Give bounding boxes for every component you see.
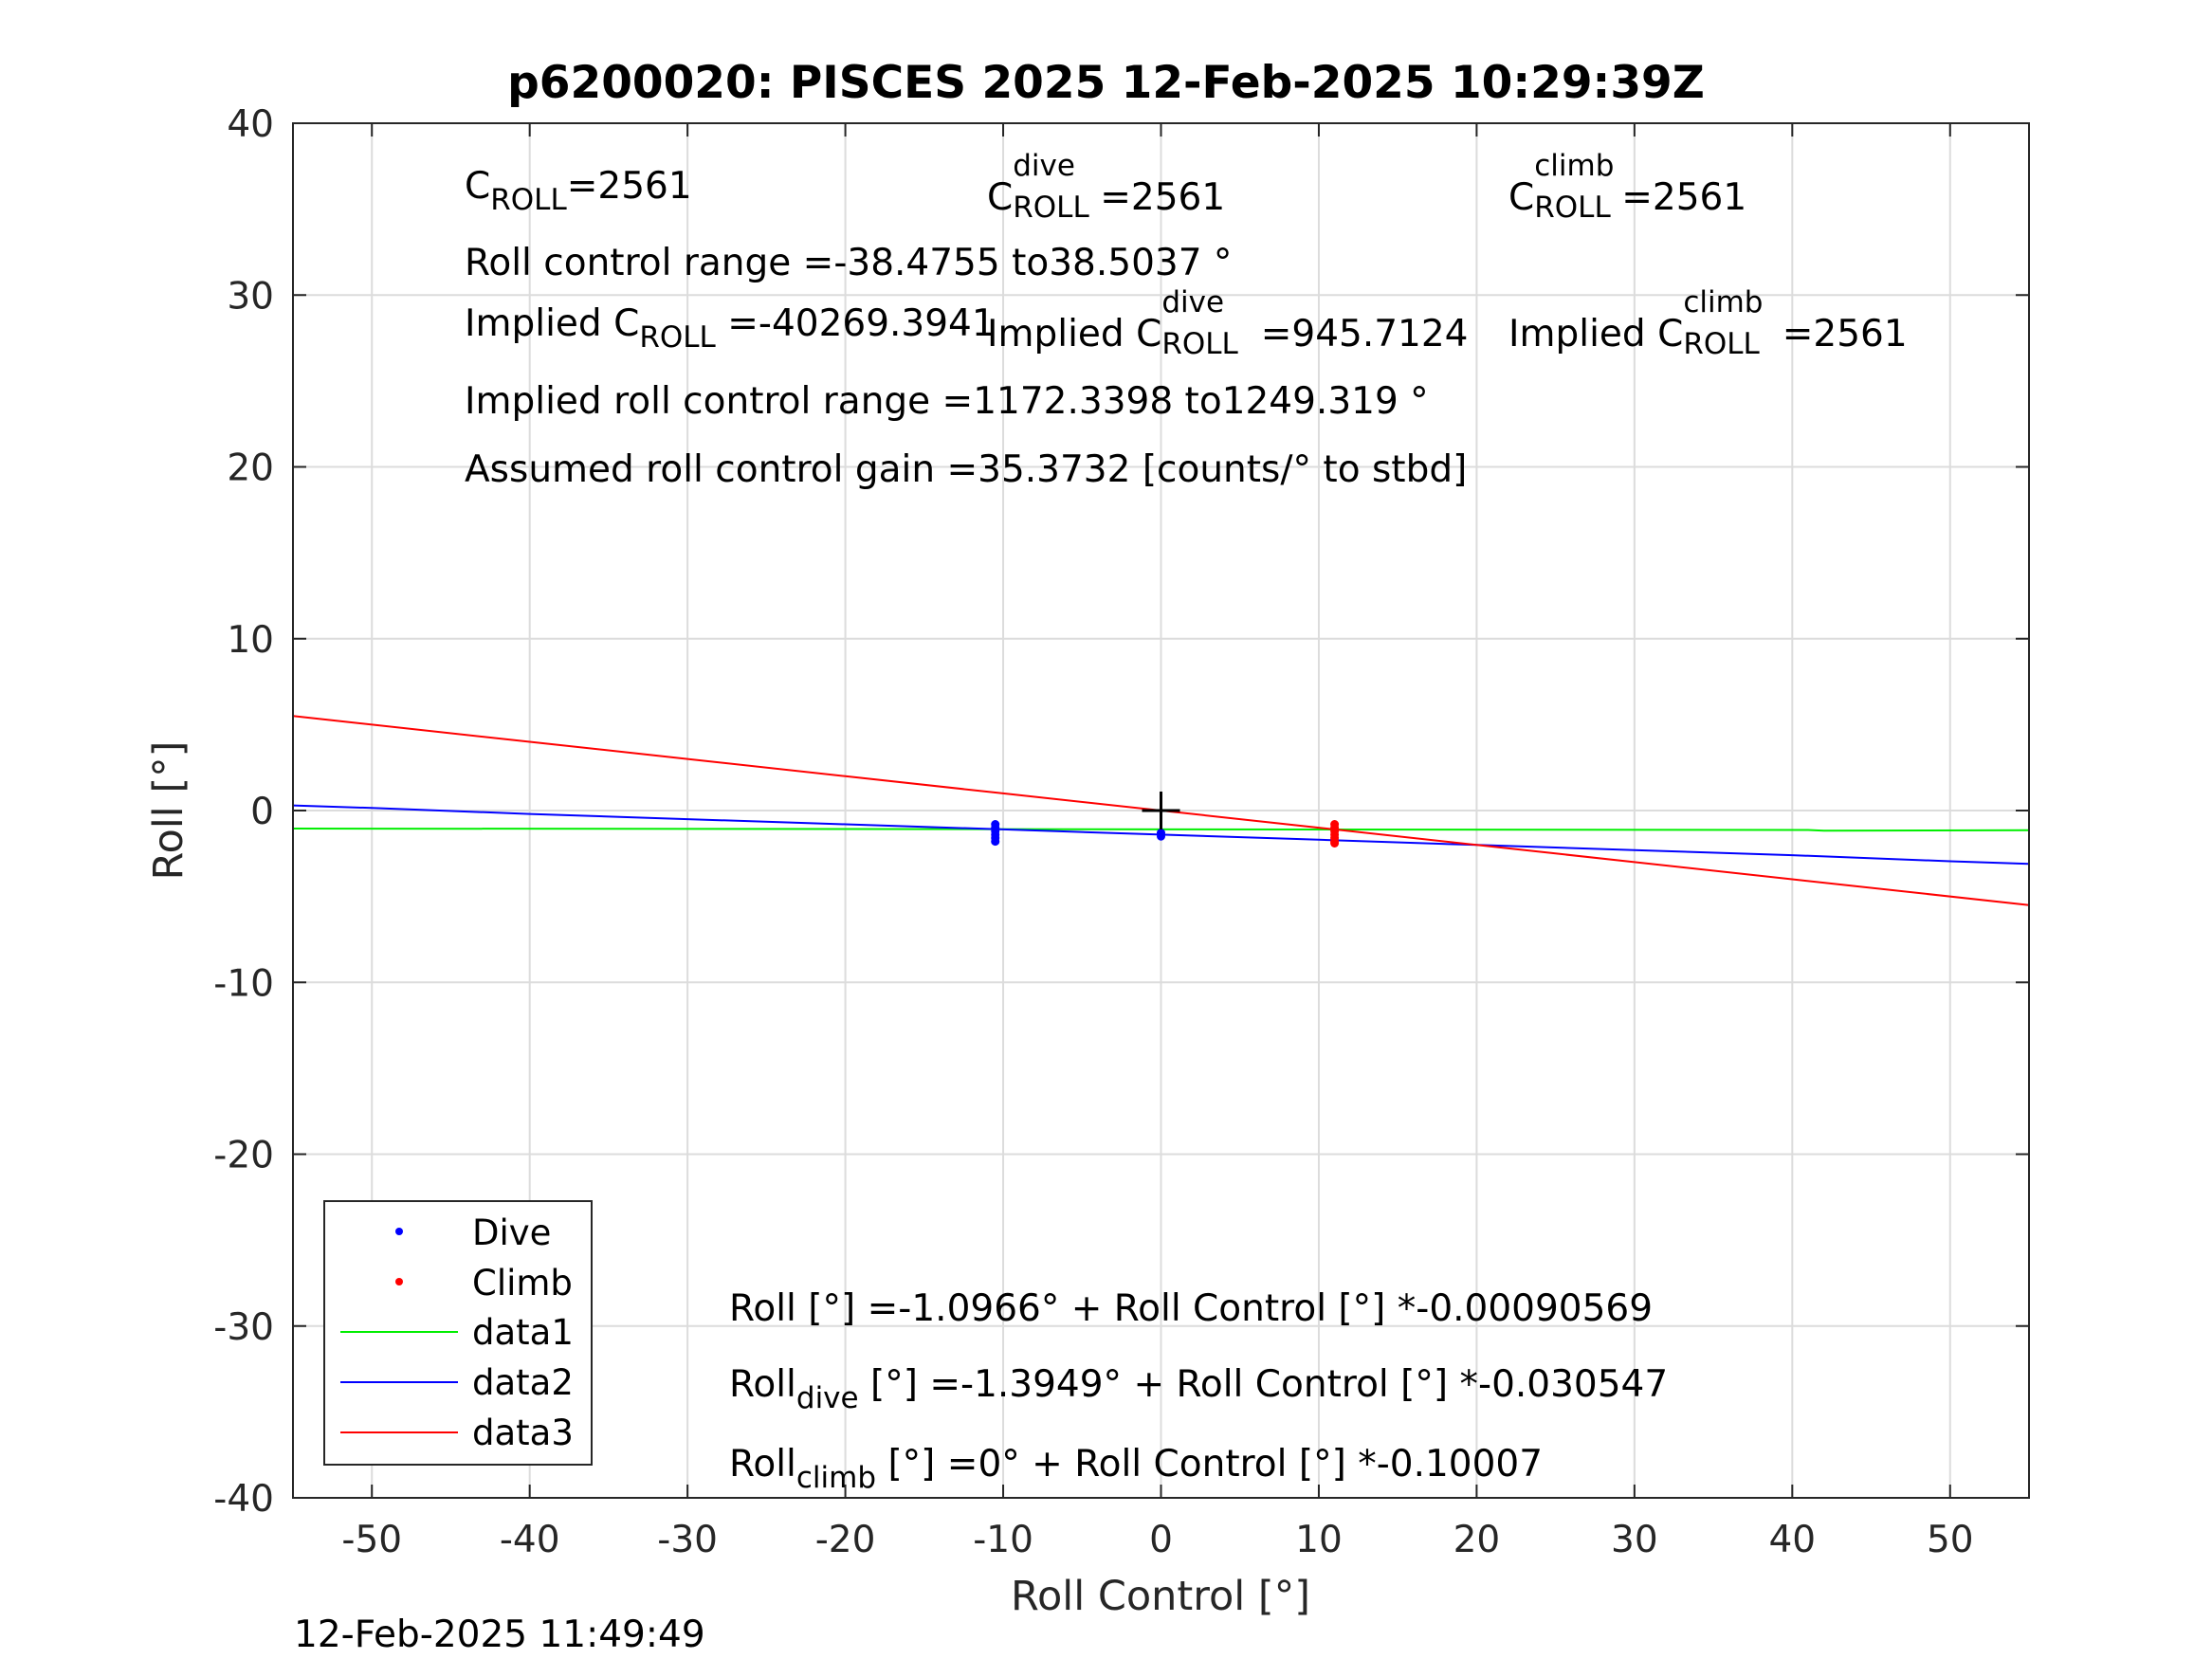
x-tick-label: -50 xyxy=(341,1519,402,1561)
fit-dive-sub: dive xyxy=(795,1381,859,1415)
implied-c-roll-dive-sup: dive xyxy=(1161,285,1225,319)
x-tick-label: 30 xyxy=(1611,1519,1658,1561)
implied-c-roll-climb-sup: climb xyxy=(1683,285,1764,319)
legend-dive-marker xyxy=(395,1228,403,1235)
fit-dive-base: Roll xyxy=(729,1363,796,1406)
legend-data2-label: data2 xyxy=(472,1362,574,1403)
x-tick-label: 10 xyxy=(1295,1519,1343,1561)
c-roll-dive-sub: ROLL xyxy=(1013,191,1089,225)
x-tick-label: 50 xyxy=(1927,1519,1974,1561)
fit-dive-text: Rolldive [°] =-1.3949° + Roll Control [°… xyxy=(729,1366,1668,1413)
y-tick-label: -40 xyxy=(213,1478,274,1521)
implied-c-roll-prefix: Implied C xyxy=(465,302,640,345)
c-roll-climb-sub: ROLL xyxy=(1534,191,1611,225)
legend-data1-label: data1 xyxy=(472,1312,574,1353)
c-roll-text: CROLL=2561 xyxy=(465,168,692,215)
fit-climb-rest: [°] =0° + Roll Control [°] *-0.10007 xyxy=(876,1443,1544,1486)
legend: Dive Climb data1 data2 data3 xyxy=(323,1200,593,1466)
implied-c-roll-climb-prefix: Implied C xyxy=(1508,313,1684,356)
legend-climb-marker xyxy=(395,1278,403,1285)
implied-c-roll-value: =-40269.3941 xyxy=(715,302,996,345)
fit-climb-base: Roll xyxy=(729,1443,796,1486)
c-roll-climb-base: C xyxy=(1508,176,1535,219)
y-tick-label: 20 xyxy=(227,447,274,490)
point-climb xyxy=(1330,838,1340,848)
legend-climb-label: Climb xyxy=(472,1263,573,1304)
series-data3-line xyxy=(292,715,2030,906)
c-roll-value: =2561 xyxy=(566,165,692,208)
series-layer xyxy=(292,715,2030,906)
y-tick-label: 40 xyxy=(227,103,274,146)
y-tick-label: 30 xyxy=(227,275,274,318)
x-tick-label: -10 xyxy=(973,1519,1033,1561)
x-tick-label: 20 xyxy=(1453,1519,1501,1561)
y-tick-label: -10 xyxy=(213,962,274,1005)
implied-c-roll-sub: ROLL xyxy=(639,320,716,355)
implied-c-roll-climb-sub: ROLL xyxy=(1683,327,1760,361)
x-tick-label: -30 xyxy=(657,1519,718,1561)
y-tick-label: 10 xyxy=(227,619,274,662)
point-dive xyxy=(1157,831,1165,841)
implied-c-roll-dive-sub: ROLL xyxy=(1161,327,1238,361)
implied-range-text: Implied roll control range =1172.3398 to… xyxy=(465,380,1429,423)
legend-dive-label: Dive xyxy=(472,1212,551,1253)
x-tick-label: -20 xyxy=(815,1519,876,1561)
point-dive xyxy=(991,837,1000,847)
c-roll-dive-value: =2561 xyxy=(1100,176,1226,219)
implied-c-roll-dive-value: =945.7124 xyxy=(1249,313,1469,356)
y-tick-label: 0 xyxy=(250,791,274,833)
x-axis-label: Roll Control [°] xyxy=(1011,1573,1310,1620)
c-roll-climb-sup: climb xyxy=(1534,149,1615,183)
c-roll-sub: ROLL xyxy=(490,183,567,217)
fit-dive-rest: [°] =-1.3949° + Roll Control [°] *-0.030… xyxy=(858,1363,1669,1406)
assumed-gain-text: Assumed roll control gain =35.3732 [coun… xyxy=(465,448,1468,491)
x-tick-label: 40 xyxy=(1768,1519,1816,1561)
fit-climb-text: Rollclimb [°] =0° + Roll Control [°] *-0… xyxy=(729,1446,1543,1493)
x-tick-label: 0 xyxy=(1149,1519,1173,1561)
tick-layer: -50 -40 -30 -20 -10 0 10 20 30 40 50 -40 -30 -20 -10 0 1… xyxy=(213,103,2029,1561)
chart-title: p6200020: PISCES 2025 12-Feb-2025 10:29:… xyxy=(507,57,1705,109)
c-roll-dive-base: C xyxy=(987,176,1014,219)
legend-data3-label: data3 xyxy=(472,1413,574,1453)
timestamp: 12-Feb-2025 11:49:49 xyxy=(294,1613,705,1656)
c-roll-dive-sup: dive xyxy=(1013,149,1075,183)
y-axis-label: Roll [°] xyxy=(145,741,192,881)
implied-c-roll-dive-prefix: Implied C xyxy=(987,313,1162,356)
x-tick-label: -40 xyxy=(500,1519,560,1561)
series-data1-line xyxy=(292,828,2030,832)
y-tick-label: -30 xyxy=(213,1306,274,1349)
implied-c-roll-text: Implied CROLL =-40269.3941 xyxy=(465,305,996,353)
fit-all-text: Roll [°] =-1.0966° + Roll Control [°] *-… xyxy=(729,1287,1654,1330)
fit-climb-sub: climb xyxy=(795,1461,877,1495)
implied-c-roll-climb-value: =2561 xyxy=(1770,313,1908,356)
y-tick-label: -20 xyxy=(213,1135,274,1177)
roll-control-range-text: Roll control range =-38.4755 to38.5037 ° xyxy=(465,242,1233,284)
c-roll-climb-value: =2561 xyxy=(1621,176,1747,219)
c-roll-base: C xyxy=(465,165,491,208)
